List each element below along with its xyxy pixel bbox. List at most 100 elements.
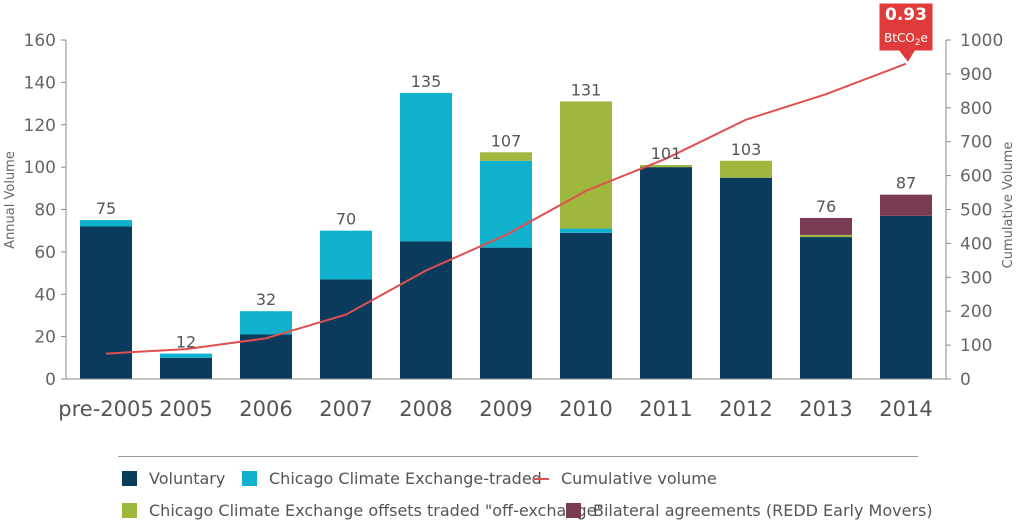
x-tick-label: 2012	[719, 397, 772, 421]
bar-segment	[800, 234, 852, 238]
legend-item-bilateral: Bilateral agreements (REDD Early Movers)	[566, 501, 933, 520]
bar-total-label: 131	[571, 80, 602, 99]
x-tick-label: 2013	[799, 397, 852, 421]
callout-box	[878, 2, 934, 64]
bar-segment	[800, 217, 852, 235]
y2-tick-label: 600	[960, 167, 992, 187]
bar-segment	[880, 215, 932, 379]
legend-swatch-cumulative	[533, 477, 549, 480]
y2-tick-label: 0	[960, 370, 971, 390]
bar-segment	[80, 220, 132, 227]
bar-total-label: 12	[176, 333, 196, 352]
bar-total-label: 135	[411, 72, 442, 91]
bar-total-label: 103	[731, 140, 762, 159]
x-tick-label: pre-2005	[58, 397, 153, 421]
callout-badge: 0.93 BtCO2e	[878, 2, 934, 64]
x-tick-label: 2005	[159, 397, 212, 421]
bar-segment	[720, 177, 772, 379]
y2-tick-label: 1000	[960, 31, 1003, 51]
y2-tick-label: 500	[960, 201, 992, 221]
bar-segment	[800, 237, 852, 379]
bar-total-label: 75	[96, 199, 116, 218]
legend-label-bilateral: Bilateral agreements (REDD Early Movers)	[593, 501, 933, 520]
legend-label-cumulative: Cumulative volume	[561, 469, 717, 488]
x-tick-label: 2010	[559, 397, 612, 421]
bars	[80, 92, 932, 379]
legend-label-offx: Chicago Climate Exchange offsets traded …	[149, 501, 604, 520]
bar-segment	[400, 241, 452, 379]
legend-item-ccx: Chicago Climate Exchange-traded	[242, 469, 542, 488]
legend-item-cumulative: Cumulative volume	[533, 469, 717, 488]
y2-tick-label: 100	[960, 336, 992, 356]
y2-tick-label: 300	[960, 268, 992, 288]
bar-total-label: 87	[896, 174, 916, 193]
bar-segment	[720, 160, 772, 178]
y-tick-label: 20	[34, 328, 56, 348]
legend-item-offx: Chicago Climate Exchange offsets traded …	[122, 501, 604, 520]
x-tick-label: 2011	[639, 397, 692, 421]
data-labels: 75 12 32 70 135 107 131 101 103 76 87	[96, 72, 916, 352]
bar-segment	[160, 357, 212, 379]
cumulative-line	[105, 62, 907, 355]
bar-total-label: 107	[491, 131, 522, 150]
callout-unit: BtCO2e	[884, 31, 928, 48]
bar-segment	[480, 160, 532, 248]
x-tick-label: 2014	[879, 397, 932, 421]
legend-swatch-voluntary	[122, 471, 137, 486]
bar-total-label: 101	[651, 144, 682, 163]
left-axis: 0 20 40 60 80 100 120 140 160	[24, 31, 67, 390]
legend: Voluntary Chicago Climate Exchange-trade…	[118, 456, 933, 527]
legend-swatch-ccx	[242, 471, 257, 486]
bar-segment	[240, 334, 292, 379]
bar-total-label: 32	[256, 290, 276, 309]
bar-segment	[480, 247, 532, 379]
callout-unit-end: e	[921, 31, 928, 45]
y2-tick-label: 800	[960, 99, 992, 119]
y-tick-label: 160	[24, 31, 56, 51]
legend-swatch-offx	[122, 503, 137, 518]
bar-total-label: 76	[816, 197, 836, 216]
legend-label-voluntary: Voluntary	[149, 469, 226, 488]
y2-tick-label: 200	[960, 302, 992, 322]
y-tick-label: 40	[34, 285, 56, 305]
y-tick-label: 60	[34, 243, 56, 263]
bar-segment	[240, 311, 292, 335]
bar-segment	[80, 226, 132, 379]
bar-segment	[560, 232, 612, 379]
legend-item-voluntary: Voluntary	[122, 469, 225, 488]
y-tick-label: 0	[45, 370, 56, 390]
callout-value: 0.93	[885, 5, 927, 25]
bar-segment	[640, 165, 692, 168]
y-tick-label: 80	[34, 201, 56, 221]
y2-tick-label: 700	[960, 133, 992, 153]
x-tick-label: 2008	[399, 397, 452, 421]
x-tick-label: 2007	[319, 397, 372, 421]
callout-unit-sub: 2	[915, 38, 921, 48]
bar-segment	[880, 194, 932, 216]
y-tick-label: 100	[24, 158, 56, 178]
bar-segment	[640, 167, 692, 379]
bar-segment	[320, 230, 372, 280]
cumulative-line-layer	[105, 62, 907, 355]
y-tick-label: 120	[24, 116, 56, 136]
y2-tick-label: 400	[960, 234, 992, 254]
y-tick-label: 140	[24, 73, 56, 93]
callout-unit-main: BtCO	[884, 31, 915, 45]
bar-segment	[480, 152, 532, 161]
bar-total-label: 70	[336, 210, 356, 229]
x-tick-label: 2006	[239, 397, 292, 421]
y2-tick-label: 900	[960, 65, 992, 85]
y2-axis-title: Cumulative Volume	[1001, 142, 1016, 269]
x-axis: pre-2005 2005 2006 2007 2008 2009 2010 2011 2012…	[58, 378, 946, 421]
bar-segment	[320, 279, 372, 379]
bar-segment	[400, 92, 452, 242]
bar-segment	[560, 101, 612, 229]
y-axis-title: Annual Volume	[3, 151, 18, 249]
right-axis: 0 100 200 300 400 500 600 700 800 900 1000	[945, 31, 1003, 390]
bar-segment	[560, 228, 612, 233]
legend-swatch-bilateral	[566, 503, 581, 518]
x-tick-label: 2009	[479, 397, 532, 421]
bar-segment	[160, 353, 212, 358]
stacked-bar-chart: 0 20 40 60 80 100 120 140 160 0 100 200 300 400 500 60…	[3, 2, 1016, 421]
legend-label-ccx: Chicago Climate Exchange-traded	[269, 469, 542, 488]
